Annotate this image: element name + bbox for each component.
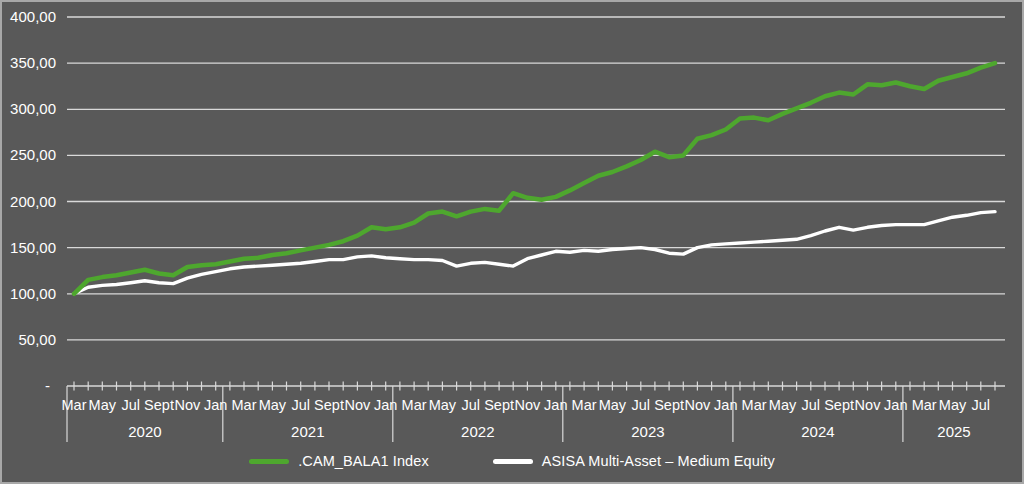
month-label: Nov	[855, 397, 882, 413]
y-axis-label: 150,00	[10, 239, 56, 256]
y-axis-label: 200,00	[10, 193, 56, 210]
month-label: Nov	[345, 397, 372, 413]
year-label: 2020	[128, 423, 161, 440]
chart-legend: .CAM_BALA1 Index ASISA Multi-Asset – Med…	[0, 453, 1024, 469]
month-label: Mar	[572, 397, 597, 413]
month-label: Mar	[912, 397, 937, 413]
month-label: Mar	[232, 397, 257, 413]
legend-swatch-asisa	[493, 459, 533, 464]
legend-label-asisa: ASISA Multi-Asset – Medium Equity	[542, 453, 775, 469]
month-label: Sept	[654, 397, 684, 413]
month-label: May	[769, 397, 797, 413]
month-label: Nov	[685, 397, 712, 413]
y-axis-label: 400,00	[10, 8, 56, 25]
month-label: May	[89, 397, 117, 413]
y-axis-label: 50,00	[18, 331, 56, 348]
month-label: May	[429, 397, 457, 413]
year-label: 2025	[937, 423, 970, 440]
y-axis-label: 250,00	[10, 146, 56, 163]
year-label: 2023	[631, 423, 664, 440]
y-axis-label: 300,00	[10, 100, 56, 117]
y-axis-label: -	[45, 377, 50, 394]
month-label: Jan	[544, 397, 567, 413]
month-label: Jan	[884, 397, 907, 413]
month-label: Sept	[144, 397, 174, 413]
legend-label-cam-bala1: .CAM_BALA1 Index	[298, 453, 429, 469]
month-label: Jan	[714, 397, 737, 413]
year-label: 2024	[801, 423, 834, 440]
month-label: Jul	[632, 397, 651, 413]
year-label: 2022	[461, 423, 494, 440]
legend-item-asisa: ASISA Multi-Asset – Medium Equity	[493, 453, 775, 469]
month-label: Jul	[121, 397, 140, 413]
month-label: Mar	[742, 397, 767, 413]
month-label: Mar	[402, 397, 427, 413]
month-label: Jan	[204, 397, 227, 413]
month-label: Sept	[484, 397, 514, 413]
month-label: Nov	[175, 397, 202, 413]
month-label: May	[259, 397, 287, 413]
series-line-asisa	[74, 212, 995, 294]
month-label: Sept	[824, 397, 854, 413]
month-label: Jul	[802, 397, 821, 413]
month-label: Sept	[314, 397, 344, 413]
y-axis-label: 100,00	[10, 285, 56, 302]
month-label: May	[939, 397, 967, 413]
legend-item-cam-bala1: .CAM_BALA1 Index	[249, 453, 429, 469]
month-label: Jul	[461, 397, 480, 413]
legend-swatch-cam-bala1	[249, 459, 289, 464]
month-label: Mar	[62, 397, 87, 413]
month-label: May	[599, 397, 627, 413]
y-axis-label: 350,00	[10, 54, 56, 71]
series-line-cam-bala1	[74, 63, 995, 294]
year-label: 2021	[291, 423, 324, 440]
month-label: Jul	[972, 397, 991, 413]
month-label: Jul	[291, 397, 310, 413]
month-label: Nov	[515, 397, 542, 413]
month-label: Jan	[374, 397, 397, 413]
performance-chart-frame: 400,00 350,00 300,00 250,00 200,00 150,00 100,…	[0, 0, 1024, 484]
performance-chart-canvas: 400,00 350,00 300,00 250,00 200,00 150,00 100,…	[0, 0, 1024, 484]
